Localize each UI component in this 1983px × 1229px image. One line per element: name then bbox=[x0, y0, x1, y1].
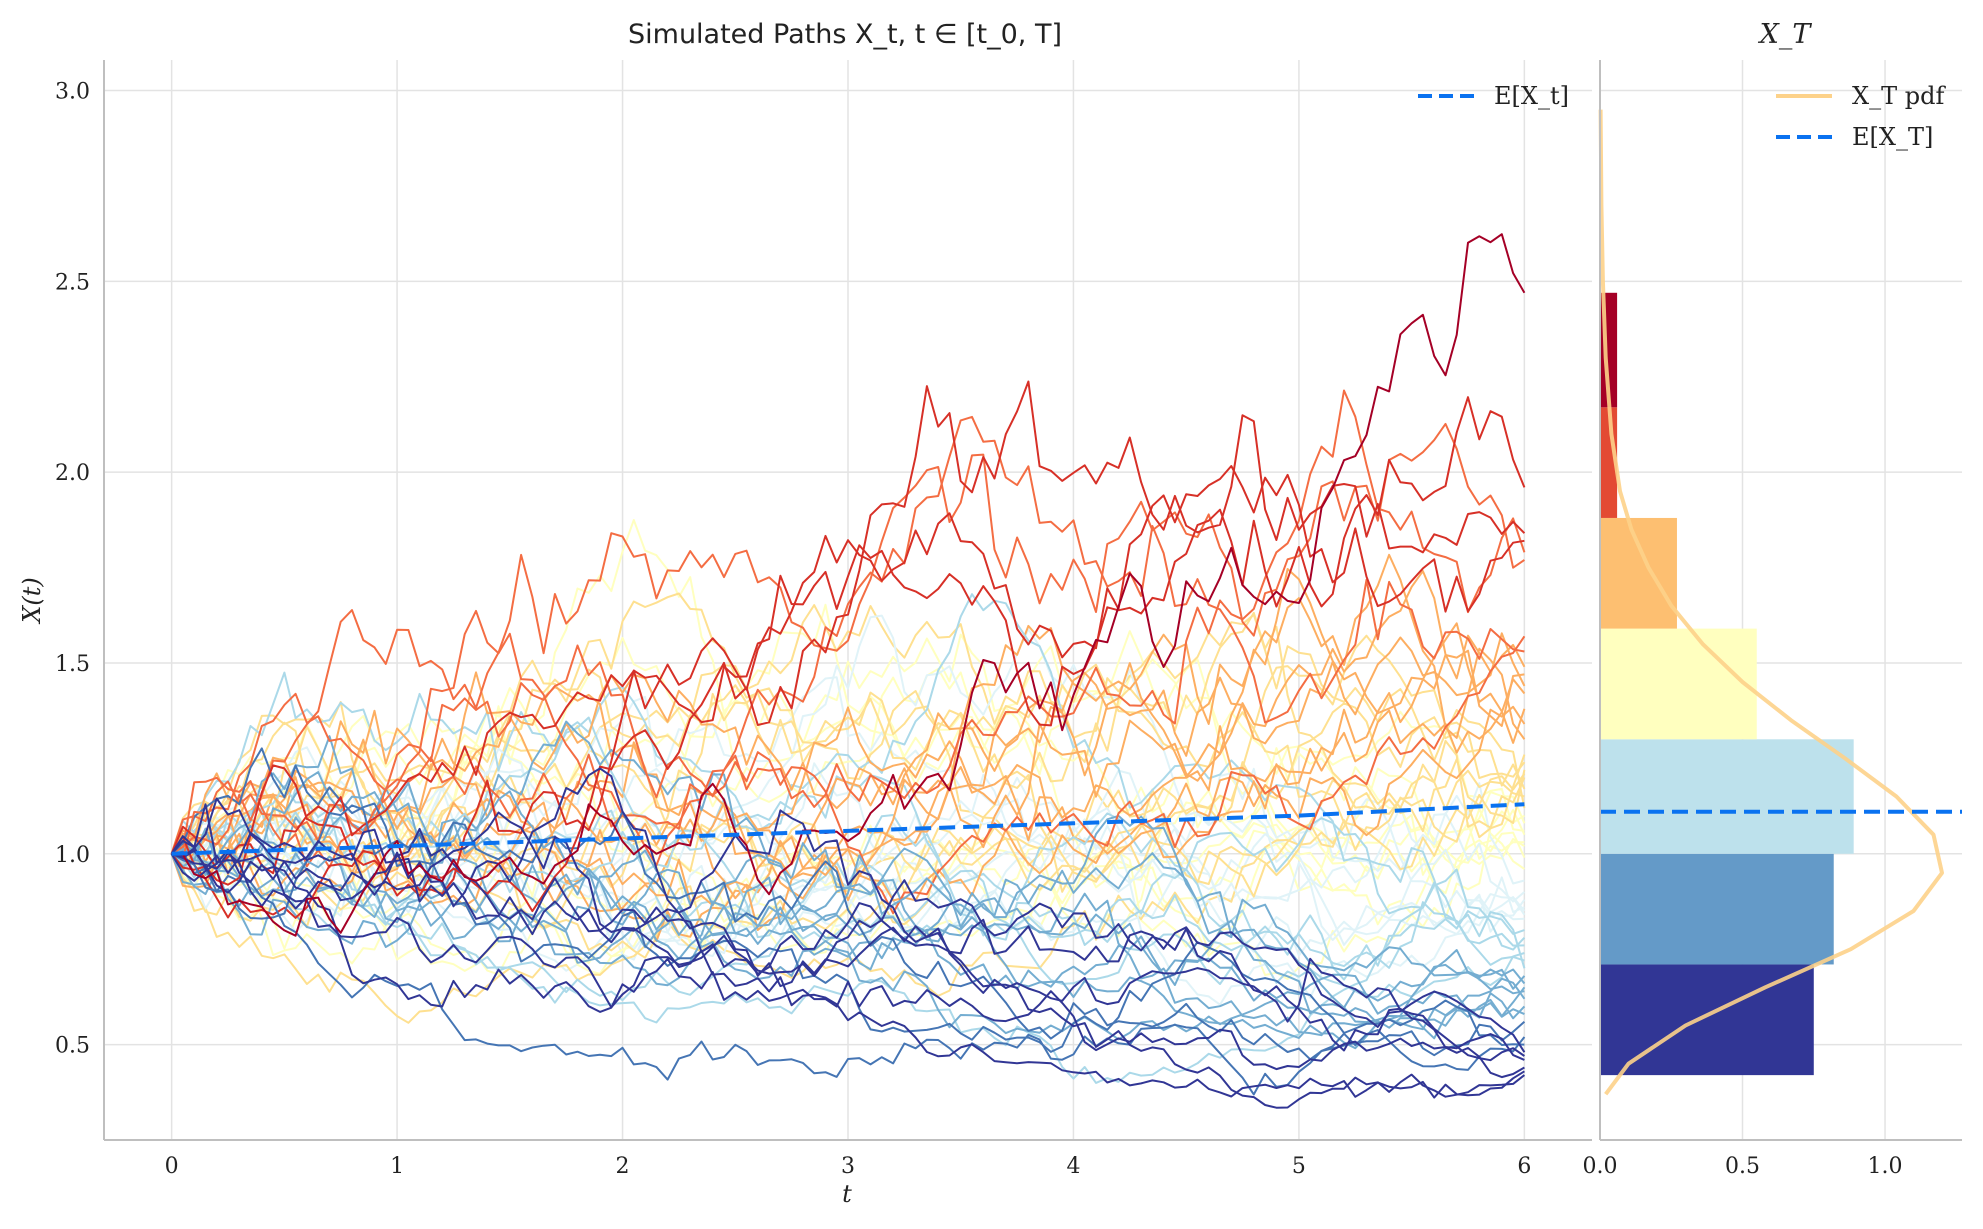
simulated-path bbox=[171, 389, 1526, 861]
mean-path-line bbox=[171, 802, 1525, 856]
simulated-path bbox=[171, 422, 1525, 855]
simulated-path bbox=[170, 821, 1526, 1050]
histogram-legend: X_T pdf E[X_T] bbox=[1776, 82, 1946, 151]
main-plot-title: Simulated Paths X_t, t ∈ [t_0, T] bbox=[628, 19, 1062, 50]
simulated-path bbox=[170, 767, 1526, 1109]
simulated-path bbox=[171, 772, 1526, 929]
mean-path-layer bbox=[171, 802, 1525, 856]
simulated-path bbox=[171, 593, 1525, 947]
legend-mean-label: E[X_t] bbox=[1494, 82, 1569, 110]
histogram-bar bbox=[1600, 739, 1854, 854]
hist-x-tick-label: 0.0 bbox=[1583, 1154, 1618, 1179]
simulated-path bbox=[170, 380, 1526, 919]
main-legend: E[X_t] bbox=[1418, 82, 1569, 110]
simulated-path bbox=[171, 847, 1525, 1018]
y-tick-label: 0.5 bbox=[55, 1034, 90, 1059]
simulated-path bbox=[170, 465, 1525, 875]
simulated-path bbox=[170, 570, 1526, 931]
pdf-curve-layer bbox=[1598, 109, 1962, 1096]
simulated-path bbox=[171, 809, 1525, 1079]
hist-x-tick-label: 1.0 bbox=[1868, 1154, 1903, 1179]
simulated-path bbox=[170, 853, 1526, 1041]
simulated-path bbox=[171, 842, 1526, 1040]
y-tick-label: 3.0 bbox=[55, 80, 90, 105]
y-tick-label: 2.5 bbox=[55, 270, 90, 295]
simulated-path bbox=[171, 233, 1526, 937]
main-plot-grid bbox=[104, 60, 1592, 1140]
simulated-path bbox=[171, 762, 1526, 951]
x-tick-label: 5 bbox=[1292, 1154, 1306, 1179]
simulated-paths bbox=[170, 233, 1526, 1109]
simulated-path bbox=[170, 808, 1525, 972]
histogram-bar bbox=[1600, 853, 1834, 965]
legend-mean-final-label: E[X_T] bbox=[1852, 123, 1933, 151]
main-x-axis-label: t bbox=[842, 1180, 852, 1208]
simulated-path bbox=[171, 415, 1525, 869]
simulated-path bbox=[170, 735, 1525, 1009]
simulated-path bbox=[170, 747, 1526, 1061]
simulated-path bbox=[170, 827, 1526, 1053]
histogram-bar bbox=[1600, 628, 1757, 740]
y-tick-label: 1.5 bbox=[55, 652, 90, 677]
histogram-bars bbox=[1600, 292, 1854, 1076]
x-tick-label: 2 bbox=[616, 1154, 630, 1179]
simulated-path bbox=[171, 817, 1526, 1084]
x-tick-label: 3 bbox=[841, 1154, 855, 1179]
histogram-title: X_T bbox=[1758, 19, 1813, 50]
simulated-path bbox=[170, 671, 1526, 902]
y-tick-label: 2.0 bbox=[55, 461, 90, 486]
axes bbox=[103, 60, 1962, 1141]
hist-x-tick-label: 0.5 bbox=[1725, 1154, 1760, 1179]
simulated-path bbox=[171, 849, 1525, 1071]
simulated-path bbox=[171, 850, 1526, 1096]
pdf-curve bbox=[1598, 109, 1944, 1096]
legend-pdf-label: X_T pdf bbox=[1852, 82, 1946, 110]
x-tick-label: 1 bbox=[390, 1154, 404, 1179]
y-tick-label: 1.0 bbox=[55, 843, 90, 868]
simulated-path bbox=[170, 771, 1526, 1037]
main-y-axis-label: X(t) bbox=[18, 577, 46, 624]
x-tick-label: 4 bbox=[1066, 1154, 1080, 1179]
simulated-path bbox=[171, 797, 1525, 1099]
tick-labels: 0 1 2 3 4 5 6 0.5 1.0 1.5 2.0 2.5 3.0 0.0 0.5 1.0 bbox=[55, 80, 1903, 1179]
histogram-bar bbox=[1600, 517, 1677, 629]
simulated-path bbox=[171, 705, 1526, 905]
simulated-path bbox=[170, 632, 1526, 855]
simulated-path bbox=[170, 609, 1526, 915]
simulated-path bbox=[170, 803, 1525, 1062]
x-tick-label: 6 bbox=[1517, 1154, 1531, 1179]
x-tick-label: 0 bbox=[165, 1154, 179, 1179]
